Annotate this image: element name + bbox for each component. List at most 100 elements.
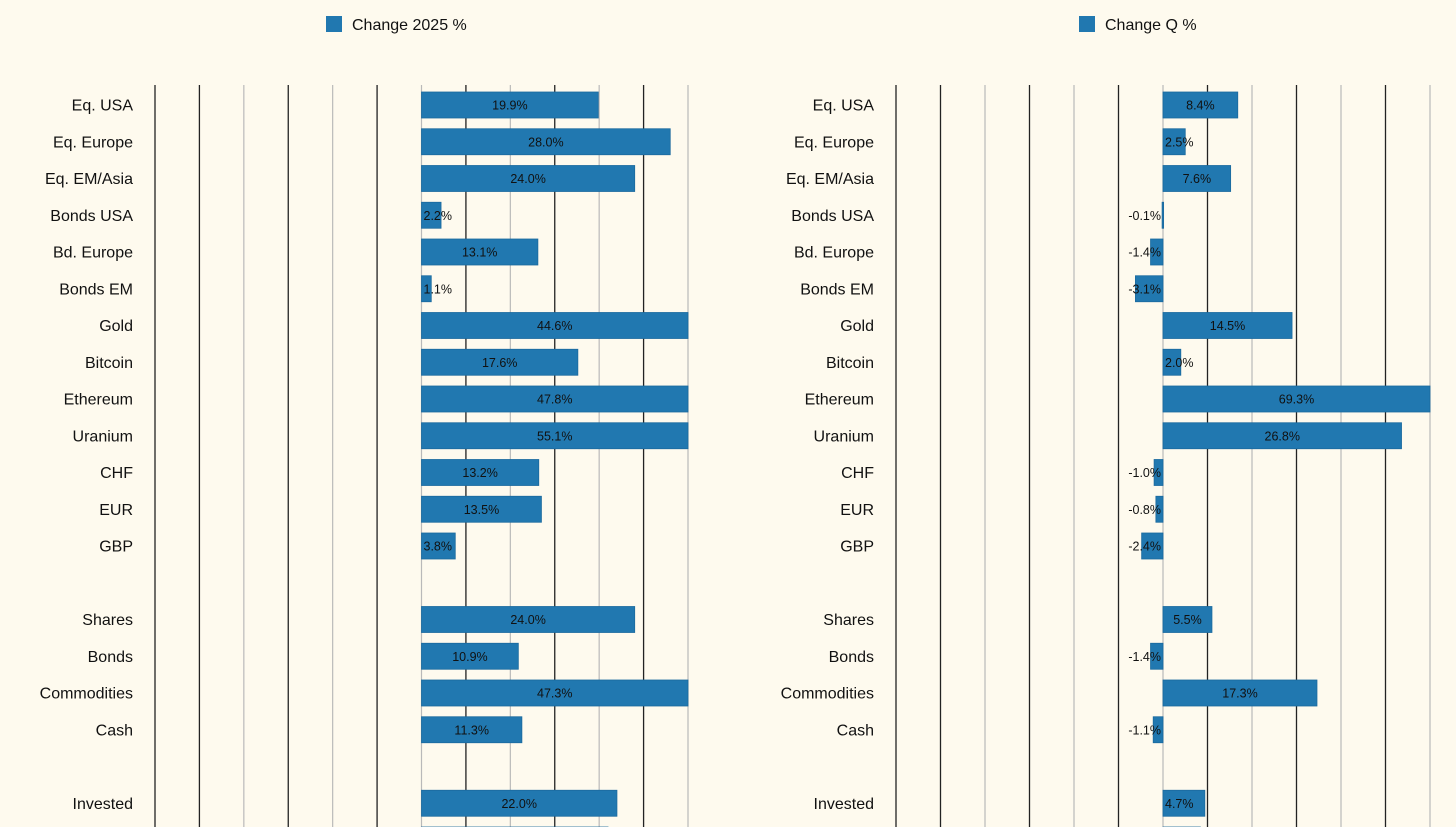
data-label: 69.3%: [1279, 393, 1314, 407]
category-label: Shares: [823, 612, 874, 629]
data-label: 8.4%: [1186, 99, 1215, 113]
bar: [1152, 716, 1164, 744]
data-label: -1.4%: [1128, 650, 1161, 664]
bar: [421, 422, 689, 450]
data-label: 22.0%: [501, 797, 536, 811]
bar: [421, 606, 636, 633]
data-label: 24.0%: [510, 613, 545, 627]
category-label: GBP: [840, 539, 874, 556]
category-label: Eq. EM/Asia: [45, 171, 133, 188]
category-label: Eq. Europe: [53, 134, 133, 151]
bar: [1162, 165, 1232, 192]
legend-swatch: [1079, 16, 1095, 32]
category-label: Cash: [837, 722, 874, 739]
category-label: Shares: [82, 612, 133, 629]
bar: [1135, 275, 1164, 303]
bar: [1162, 128, 1186, 156]
category-label: Invested: [73, 796, 133, 813]
data-label: 47.8%: [537, 393, 572, 407]
category-label: Gold: [99, 318, 133, 335]
category-label: Bitcoin: [826, 355, 874, 372]
category-label: Bonds USA: [791, 208, 874, 225]
data-label: -0.8%: [1128, 503, 1161, 517]
bar: [421, 495, 542, 523]
data-label: 26.8%: [1265, 429, 1300, 443]
data-label: -3.1%: [1128, 282, 1161, 296]
bar: [421, 91, 599, 119]
bar: [421, 716, 523, 744]
data-label: 44.6%: [537, 319, 572, 333]
category-label: Bonds EM: [59, 281, 133, 298]
bar: [1161, 201, 1165, 229]
category-label: Bonds EM: [800, 281, 874, 298]
data-label: -2.4%: [1128, 540, 1161, 554]
bar: [1162, 348, 1182, 376]
data-label: 5.5%: [1173, 613, 1202, 627]
data-label: 24.0%: [510, 172, 545, 186]
bar: [421, 201, 442, 229]
data-label: 3.8%: [424, 540, 453, 554]
legend-label: Change Q %: [1105, 17, 1197, 34]
bar: [421, 789, 618, 817]
bar: [1162, 91, 1239, 119]
legend-label: Change 2025 %: [352, 17, 467, 34]
bar: [421, 312, 689, 339]
bar: [1162, 385, 1431, 413]
data-label: 19.9%: [492, 99, 527, 113]
bar: [1162, 312, 1293, 339]
bar: [1162, 789, 1206, 817]
data-label: -0.1%: [1128, 209, 1161, 223]
bar: [1150, 642, 1164, 670]
data-label: 14.5%: [1210, 319, 1245, 333]
data-label: -1.0%: [1128, 466, 1161, 480]
category-label: Ethereum: [805, 392, 874, 409]
data-label: 47.3%: [537, 687, 572, 701]
bar: [1162, 606, 1213, 633]
category-label: Eq. Europe: [794, 134, 874, 151]
bar: [1162, 679, 1318, 707]
data-label: 2.0%: [1165, 356, 1194, 370]
bar: [421, 348, 579, 376]
bar: [1141, 532, 1164, 560]
data-label: 55.1%: [537, 429, 572, 443]
bar: [421, 459, 540, 486]
category-label: Bitcoin: [85, 355, 133, 372]
category-label: Eq. USA: [72, 98, 134, 115]
bar: [421, 385, 689, 413]
data-label: 4.7%: [1165, 797, 1194, 811]
category-label: Commodities: [781, 686, 874, 703]
bar: [421, 275, 432, 303]
bar: [421, 128, 671, 156]
bar: [1162, 422, 1402, 450]
data-label: -1.1%: [1128, 723, 1161, 737]
category-label: Uranium: [814, 428, 874, 445]
category-label: Commodities: [40, 686, 133, 703]
data-label: 17.6%: [482, 356, 517, 370]
data-label: 13.2%: [462, 466, 497, 480]
category-label: Invested: [814, 796, 874, 813]
data-label: 17.3%: [1222, 687, 1257, 701]
category-label: Ethereum: [64, 392, 133, 409]
data-label: 2.2%: [424, 209, 453, 223]
bar: [421, 532, 456, 560]
bar: [1153, 459, 1164, 486]
bar: [421, 679, 689, 707]
data-label: 11.3%: [454, 723, 489, 737]
data-label: 10.9%: [452, 650, 487, 664]
bar: [1155, 495, 1164, 523]
bar: [1150, 238, 1164, 266]
category-label: Bd. Europe: [53, 245, 133, 262]
chart-panel-2: Change Q % Eq. USA 8.4% Eq. Europe 2.5% Eq. E…: [781, 16, 1431, 827]
category-label: Bonds: [829, 649, 874, 666]
bar: [421, 238, 539, 266]
data-label: 7.6%: [1183, 172, 1212, 186]
category-label: CHF: [100, 465, 133, 482]
category-label: Eq. EM/Asia: [786, 171, 874, 188]
data-label: 13.5%: [464, 503, 499, 517]
bar: [421, 165, 636, 192]
category-label: Bonds USA: [50, 208, 133, 225]
category-label: Uranium: [73, 428, 133, 445]
category-label: EUR: [99, 502, 133, 519]
category-label: Cash: [96, 722, 133, 739]
